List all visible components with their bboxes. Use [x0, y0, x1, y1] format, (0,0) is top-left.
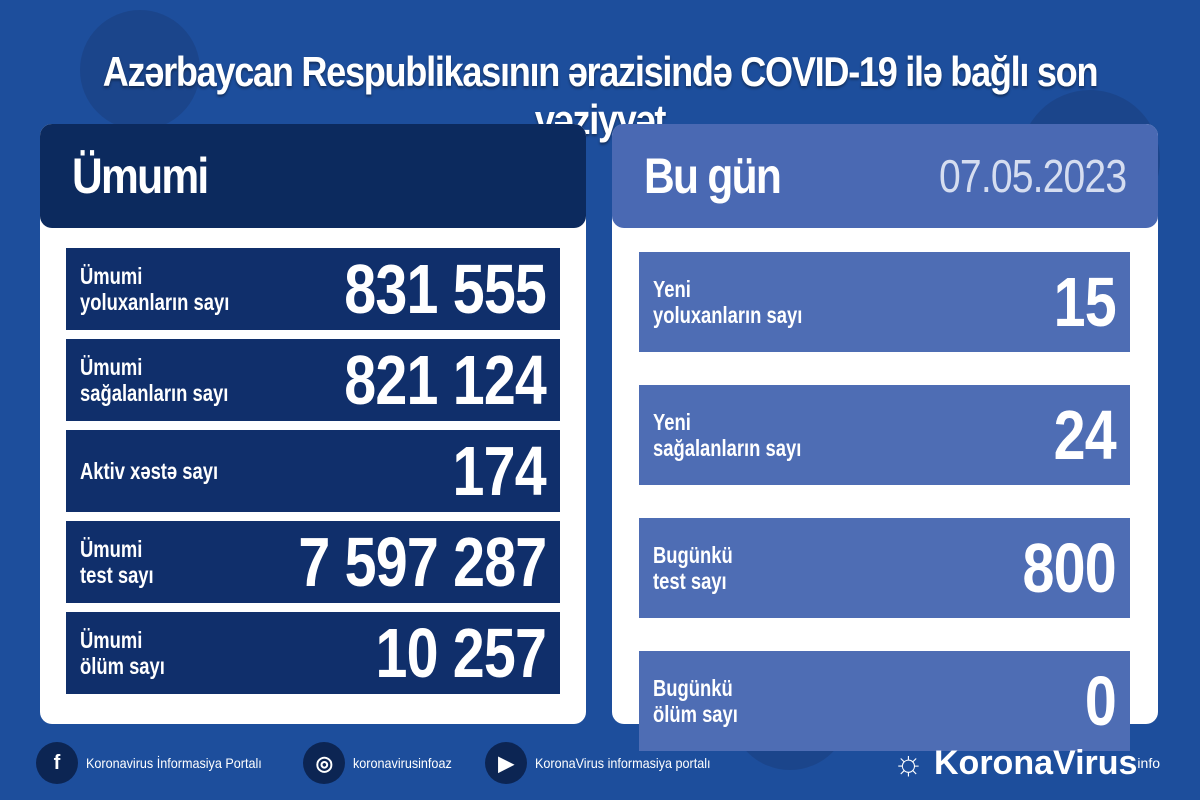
facebook-icon: f [36, 742, 78, 784]
stat-row: Ümumi yoluxanların sayı 831 555 [66, 248, 560, 330]
stat-value: 15 [1053, 263, 1117, 341]
logo-text: KoronaVirus [934, 743, 1138, 782]
facebook-link[interactable]: f Koronavirus İnformasiya Portalı [36, 742, 281, 784]
stat-value: 831 555 [344, 250, 547, 328]
stat-row: Yeni yoluxanların sayı 15 [639, 252, 1130, 352]
stat-value: 0 [1084, 662, 1117, 740]
stat-label: Bugünkü ölüm sayı [653, 675, 738, 727]
stat-value: 174 [452, 432, 547, 510]
youtube-link[interactable]: ▶ KoronaVirus informasiya portalı [485, 742, 730, 784]
stat-row: Ümumi ölüm sayı 10 257 [66, 612, 560, 694]
instagram-label: koronavirusinfoaz [353, 755, 453, 771]
stat-label: Ümumi test sayı [80, 536, 154, 588]
stat-label: Yeni sağalanların sayı [653, 409, 802, 461]
stat-value: 24 [1053, 396, 1117, 474]
stat-value: 821 124 [344, 341, 547, 419]
stat-label: Bugünkü test sayı [653, 542, 733, 594]
stat-row: Bugünkü ölüm sayı 0 [639, 651, 1130, 751]
stat-label: Aktiv xəstə sayı [80, 458, 219, 484]
sun-icon: ☼ [892, 743, 924, 782]
stat-value: 10 257 [375, 614, 546, 692]
stat-label: Ümumi sağalanların sayı [80, 354, 229, 406]
stat-row: Yeni sağalanların sayı 24 [639, 385, 1130, 485]
logo-sup: info [1137, 755, 1160, 771]
stat-label: Ümumi ölüm sayı [80, 627, 165, 679]
instagram-link[interactable]: ◎ koronavirusinfoaz [303, 742, 463, 784]
date: 07.05.2023 [938, 150, 1127, 202]
facebook-label: Koronavirus İnformasiya Portalı [86, 755, 262, 771]
stat-label: Ümumi yoluxanların sayı [80, 263, 230, 315]
page-title: Azərbaycan Respublikasının ərazisində CO… [102, 48, 1099, 143]
youtube-icon: ▶ [485, 742, 528, 784]
stat-row: Aktiv xəstə sayı 174 [66, 430, 560, 512]
koronavirus-logo: ☼ KoronaVirus info [893, 744, 1160, 783]
virus-decoration [80, 10, 200, 130]
instagram-icon: ◎ [303, 742, 346, 784]
stat-value: 800 [1022, 529, 1117, 607]
today-header: Bu gün 07.05.2023 [612, 124, 1158, 228]
youtube-label: KoronaVirus informasiya portalı [535, 755, 711, 771]
stat-row: Bugünkü test sayı 800 [639, 518, 1130, 618]
today-panel: Bu gün 07.05.2023 Yeni yoluxanların sayı 1… [612, 124, 1158, 751]
stat-label: Yeni yoluxanların sayı [653, 276, 803, 328]
stat-row: Ümumi sağalanların sayı 821 124 [66, 339, 560, 421]
stat-row: Ümumi test sayı 7 597 287 [66, 521, 560, 603]
footer: f Koronavirus İnformasiya Portalı ◎ korona… [36, 738, 1160, 788]
total-panel: Ümumi Ümumi yoluxanların sayı 831 555 Ümu… [40, 124, 586, 724]
total-header: Ümumi [40, 124, 586, 228]
today-heading: Bu gün [644, 148, 782, 204]
total-heading: Ümumi [72, 148, 209, 204]
stat-value: 7 597 287 [298, 523, 547, 601]
